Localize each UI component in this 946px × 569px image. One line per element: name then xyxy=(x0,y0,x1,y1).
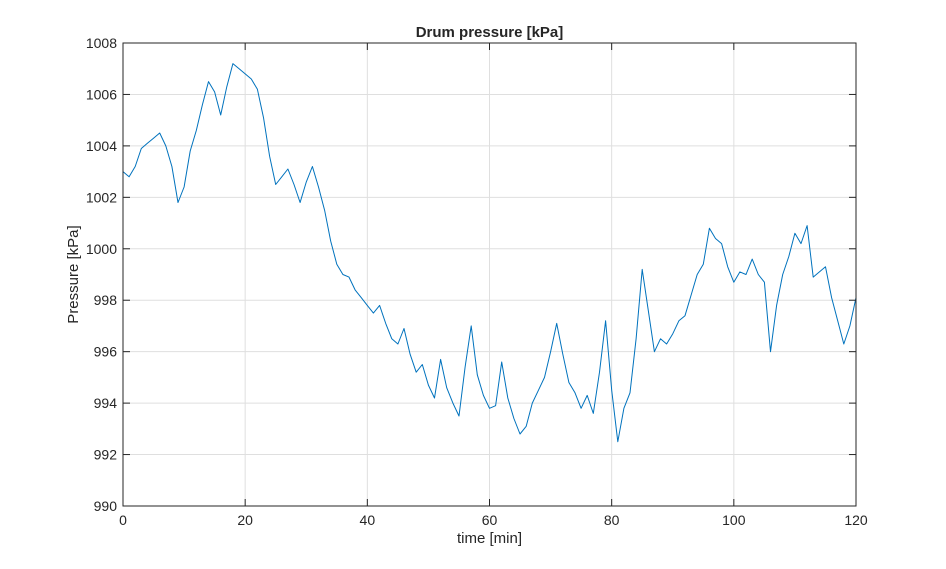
x-tick-label: 0 xyxy=(119,512,127,528)
y-tick-label: 994 xyxy=(94,395,118,411)
x-tick-label: 80 xyxy=(604,512,620,528)
y-tick-label: 1000 xyxy=(86,241,117,257)
y-tick-label: 992 xyxy=(94,447,118,463)
axis-ticks xyxy=(122,42,857,507)
series-layer xyxy=(122,63,857,443)
y-tick-label: 1008 xyxy=(86,35,117,51)
chart-title: Drum pressure [kPa] xyxy=(416,24,564,41)
series-line xyxy=(122,63,857,443)
y-tick-labels: 990 992 994 996 998 1000 1002 1004 1006 1008 xyxy=(86,35,117,514)
x-tick-label: 60 xyxy=(482,512,498,528)
x-axis-label: time [min] xyxy=(457,530,522,547)
y-tick-label: 1002 xyxy=(86,189,117,205)
y-tick-label: 1006 xyxy=(86,86,117,102)
y-tick-label: 990 xyxy=(94,498,118,514)
x-tick-label: 100 xyxy=(722,512,746,528)
x-tick-label: 20 xyxy=(237,512,253,528)
y-tick-label: 998 xyxy=(94,292,118,308)
y-axis-label: Pressure [kPa] xyxy=(65,225,82,323)
x-tick-label: 40 xyxy=(360,512,376,528)
y-tick-label: 1004 xyxy=(86,138,117,154)
x-tick-labels: 0 20 40 60 80 100 120 xyxy=(119,512,868,528)
x-tick-label: 120 xyxy=(844,512,868,528)
y-tick-label: 996 xyxy=(94,344,118,360)
